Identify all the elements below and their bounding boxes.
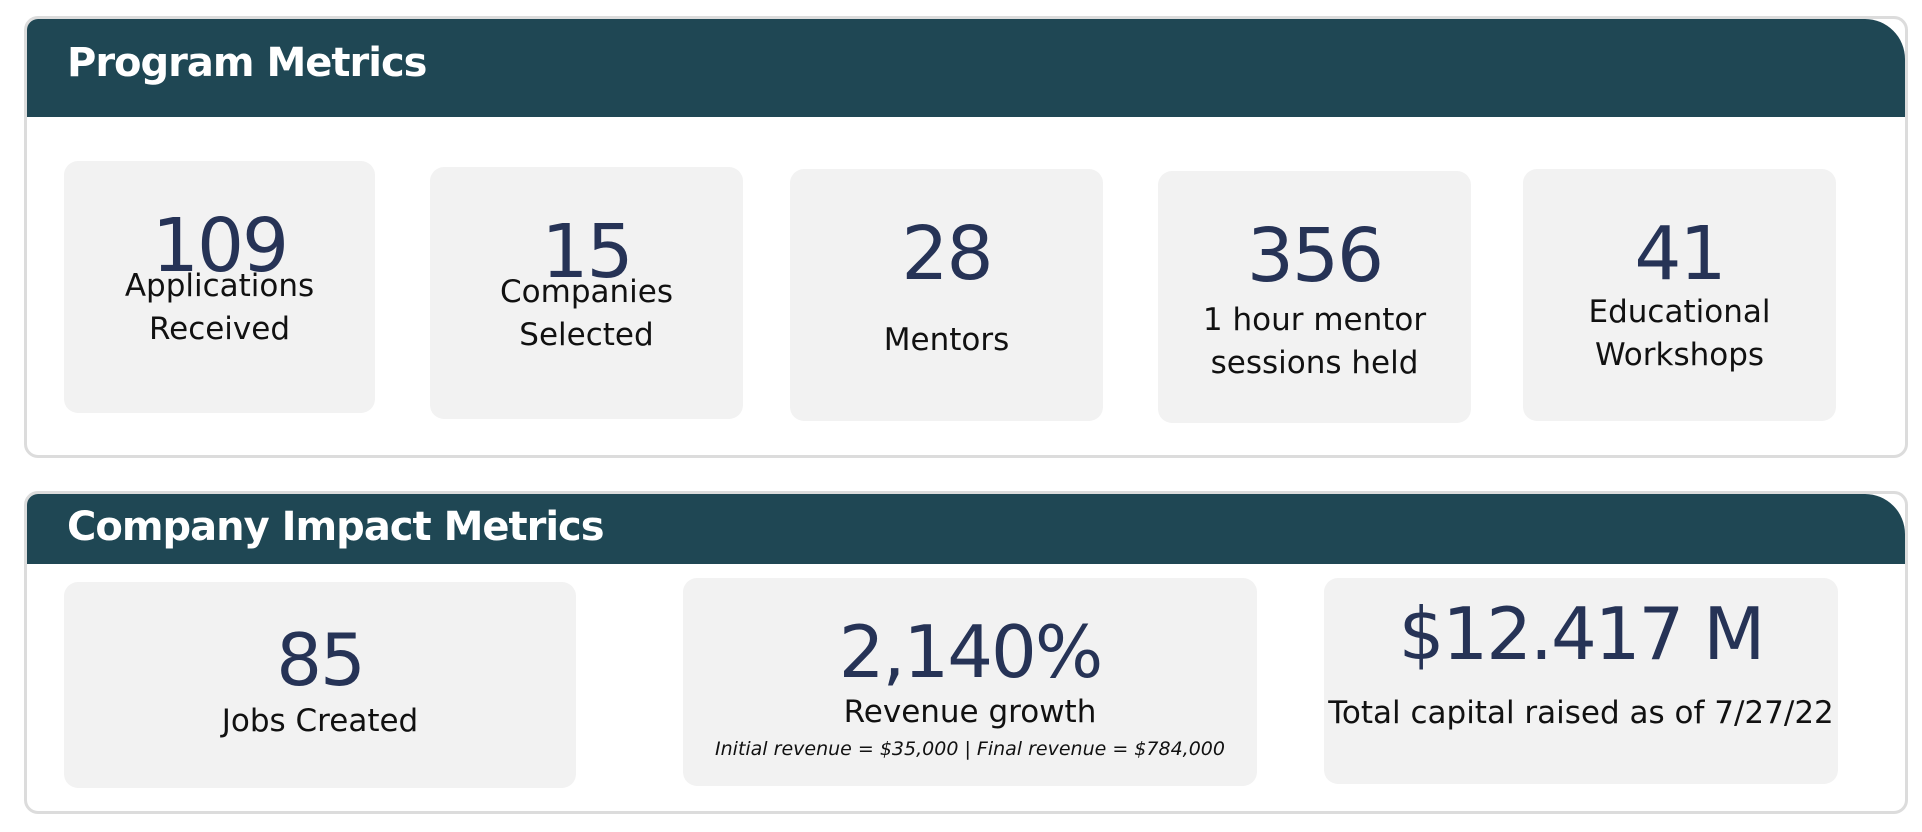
metric-card-mentor-sessions: 356 1 hour mentor sessions held bbox=[1158, 171, 1471, 423]
metric-value: $12.417 M bbox=[1398, 592, 1766, 676]
metric-value: 2,140% bbox=[838, 610, 1104, 694]
metric-label: Jobs Created bbox=[221, 703, 419, 739]
metric-value: 15 bbox=[541, 209, 633, 295]
metric-label: Applications Received bbox=[124, 268, 315, 347]
metric-label: Educational Workshops bbox=[1588, 294, 1771, 373]
metric-card-revenue-growth: 2,140% Revenue growth Initial revenue = … bbox=[683, 578, 1257, 786]
metric-value: 356 bbox=[1246, 213, 1384, 299]
metric-label: 1 hour mentor sessions held bbox=[1202, 302, 1427, 381]
metric-card-jobs-created: 85 Jobs Created bbox=[64, 582, 576, 788]
metric-card-applications-received: 109 Applications Received bbox=[64, 161, 375, 413]
revenue-detail-note: Initial revenue = $35,000 | Final revenu… bbox=[715, 738, 1225, 760]
metric-value: 28 bbox=[901, 211, 993, 297]
metric-label: Total capital raised as of 7/27/22 bbox=[1328, 695, 1834, 731]
program-metrics-title: Program Metrics bbox=[27, 19, 1905, 117]
metric-card-mentors: 28 Mentors bbox=[790, 169, 1103, 421]
program-metrics-panel: Program Metrics 109 Applications Receive… bbox=[24, 16, 1908, 458]
metric-card-educational-workshops: 41 Educational Workshops bbox=[1523, 169, 1836, 421]
metric-value: 85 bbox=[276, 618, 366, 702]
company-impact-metrics-panel: Company Impact Metrics 85 Jobs Created 2… bbox=[24, 491, 1908, 814]
metric-card-companies-selected: 15 Companies Selected bbox=[430, 167, 743, 419]
company-impact-metrics-title: Company Impact Metrics bbox=[27, 494, 1905, 564]
metric-value: 41 bbox=[1634, 211, 1726, 297]
metric-card-total-capital-raised: $12.417 M Total capital raised as of 7/2… bbox=[1324, 578, 1838, 784]
metric-value: 109 bbox=[151, 203, 289, 289]
metric-label: Revenue growth bbox=[843, 694, 1097, 730]
metric-label: Companies Selected bbox=[500, 274, 673, 353]
metric-label: Mentors bbox=[883, 322, 1010, 358]
